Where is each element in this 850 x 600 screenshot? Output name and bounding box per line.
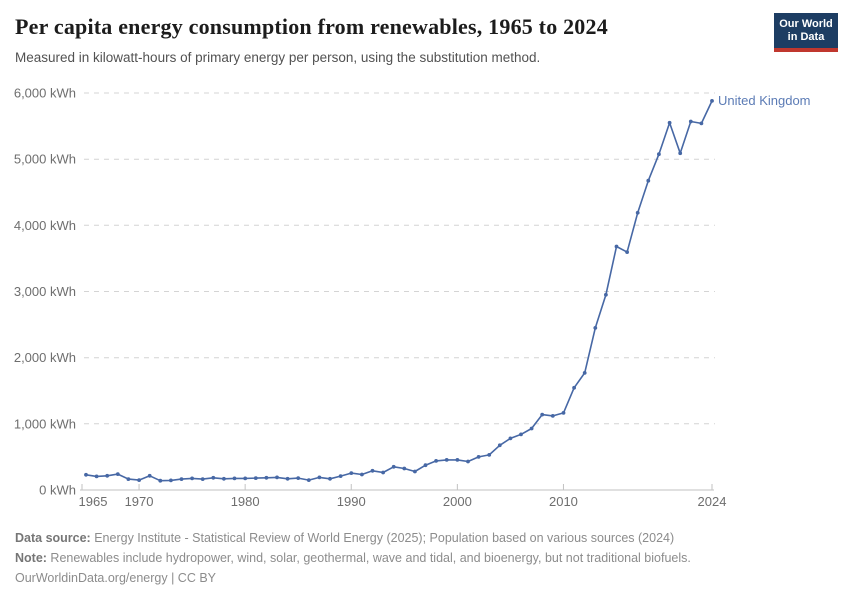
data-source-text: Energy Institute - Statistical Review of… xyxy=(90,531,675,545)
data-point xyxy=(338,474,343,478)
data-point xyxy=(115,472,120,476)
data-point xyxy=(688,119,693,124)
data-point xyxy=(423,463,428,468)
data-point xyxy=(604,292,608,297)
x-axis-label: 2024 xyxy=(698,494,727,509)
data-point xyxy=(657,152,661,157)
data-point xyxy=(614,244,619,249)
x-axis-label: 1980 xyxy=(231,494,260,509)
data-point xyxy=(370,468,375,473)
data-point xyxy=(349,471,354,475)
license-line: OurWorldinData.org/energy | CC BY xyxy=(15,571,217,585)
data-point xyxy=(508,436,513,441)
data-point xyxy=(391,464,396,469)
y-axis-label: 0 kWh xyxy=(39,483,76,498)
y-axis-label: 1,000 kWh xyxy=(14,416,76,431)
data-point xyxy=(519,432,523,437)
chart-subtitle: Measured in kilowatt-hours of primary en… xyxy=(15,50,541,65)
data-point xyxy=(487,453,492,457)
chart-footer: Data source: Energy Institute - Statisti… xyxy=(15,528,835,588)
data-point xyxy=(84,472,88,477)
data-point xyxy=(710,99,714,103)
data-point xyxy=(402,466,407,471)
y-axis-label: 2,000 kWh xyxy=(14,350,76,365)
data-point xyxy=(572,385,576,390)
data-point xyxy=(169,478,173,483)
data-point xyxy=(253,476,258,480)
data-point xyxy=(94,474,99,479)
data-point xyxy=(444,458,449,462)
data-point xyxy=(625,250,629,255)
data-point xyxy=(529,426,534,431)
data-point xyxy=(466,459,470,464)
data-point xyxy=(232,476,237,481)
x-axis-label: 2010 xyxy=(549,494,578,509)
y-axis-label: 6,000 kWh xyxy=(14,86,76,101)
note-label: Note: xyxy=(15,551,47,565)
data-point xyxy=(328,476,332,481)
data-point xyxy=(306,478,311,482)
data-point xyxy=(158,478,163,483)
data-point xyxy=(413,469,417,474)
data-point xyxy=(243,476,248,481)
data-point xyxy=(179,477,184,481)
data-point xyxy=(296,476,301,480)
data-point xyxy=(646,178,651,183)
data-point xyxy=(550,414,555,418)
data-point xyxy=(211,475,216,480)
x-axis-label: 2000 xyxy=(443,494,472,509)
data-point xyxy=(699,121,704,126)
data-point xyxy=(200,477,205,481)
x-axis-label: 1990 xyxy=(337,494,366,509)
data-point xyxy=(476,455,481,459)
data-point xyxy=(126,477,131,481)
data-point xyxy=(360,472,364,477)
page-title: Per capita energy consumption from renew… xyxy=(15,14,608,39)
data-point xyxy=(147,473,152,478)
x-axis-label: 1965 xyxy=(79,494,108,509)
data-point xyxy=(105,473,110,478)
data-source-line: Data source: Energy Institute - Statisti… xyxy=(15,528,835,548)
data-point xyxy=(667,120,672,125)
note-text: Renewables include hydropower, wind, sol… xyxy=(46,551,691,565)
data-point xyxy=(497,443,502,448)
data-point xyxy=(455,458,460,462)
data-source-label: Data source: xyxy=(15,531,91,545)
entity-label: United Kingdom xyxy=(718,93,811,108)
data-point xyxy=(137,478,142,482)
owid-logo-line1: Our World xyxy=(779,18,833,30)
y-axis-label: 4,000 kWh xyxy=(14,218,76,233)
data-point xyxy=(678,151,683,156)
data-point xyxy=(275,475,279,480)
x-axis-label: 1970 xyxy=(125,494,154,509)
data-point xyxy=(190,476,195,481)
data-point xyxy=(582,371,587,375)
data-point xyxy=(593,326,598,330)
data-point xyxy=(285,476,290,481)
data-point xyxy=(540,412,545,417)
data-point xyxy=(222,476,226,481)
data-point xyxy=(635,210,640,215)
y-axis-label: 3,000 kWh xyxy=(14,284,76,299)
data-point xyxy=(381,470,385,475)
owid-logo: Our World in Data xyxy=(774,13,838,52)
y-axis-label: 5,000 kWh xyxy=(14,152,76,167)
data-point xyxy=(317,475,322,480)
data-point xyxy=(561,411,566,415)
data-point xyxy=(264,475,269,480)
note-line: Note: Renewables include hydropower, win… xyxy=(15,548,835,568)
data-point xyxy=(434,459,438,463)
owid-logo-line2: in Data xyxy=(787,31,825,43)
